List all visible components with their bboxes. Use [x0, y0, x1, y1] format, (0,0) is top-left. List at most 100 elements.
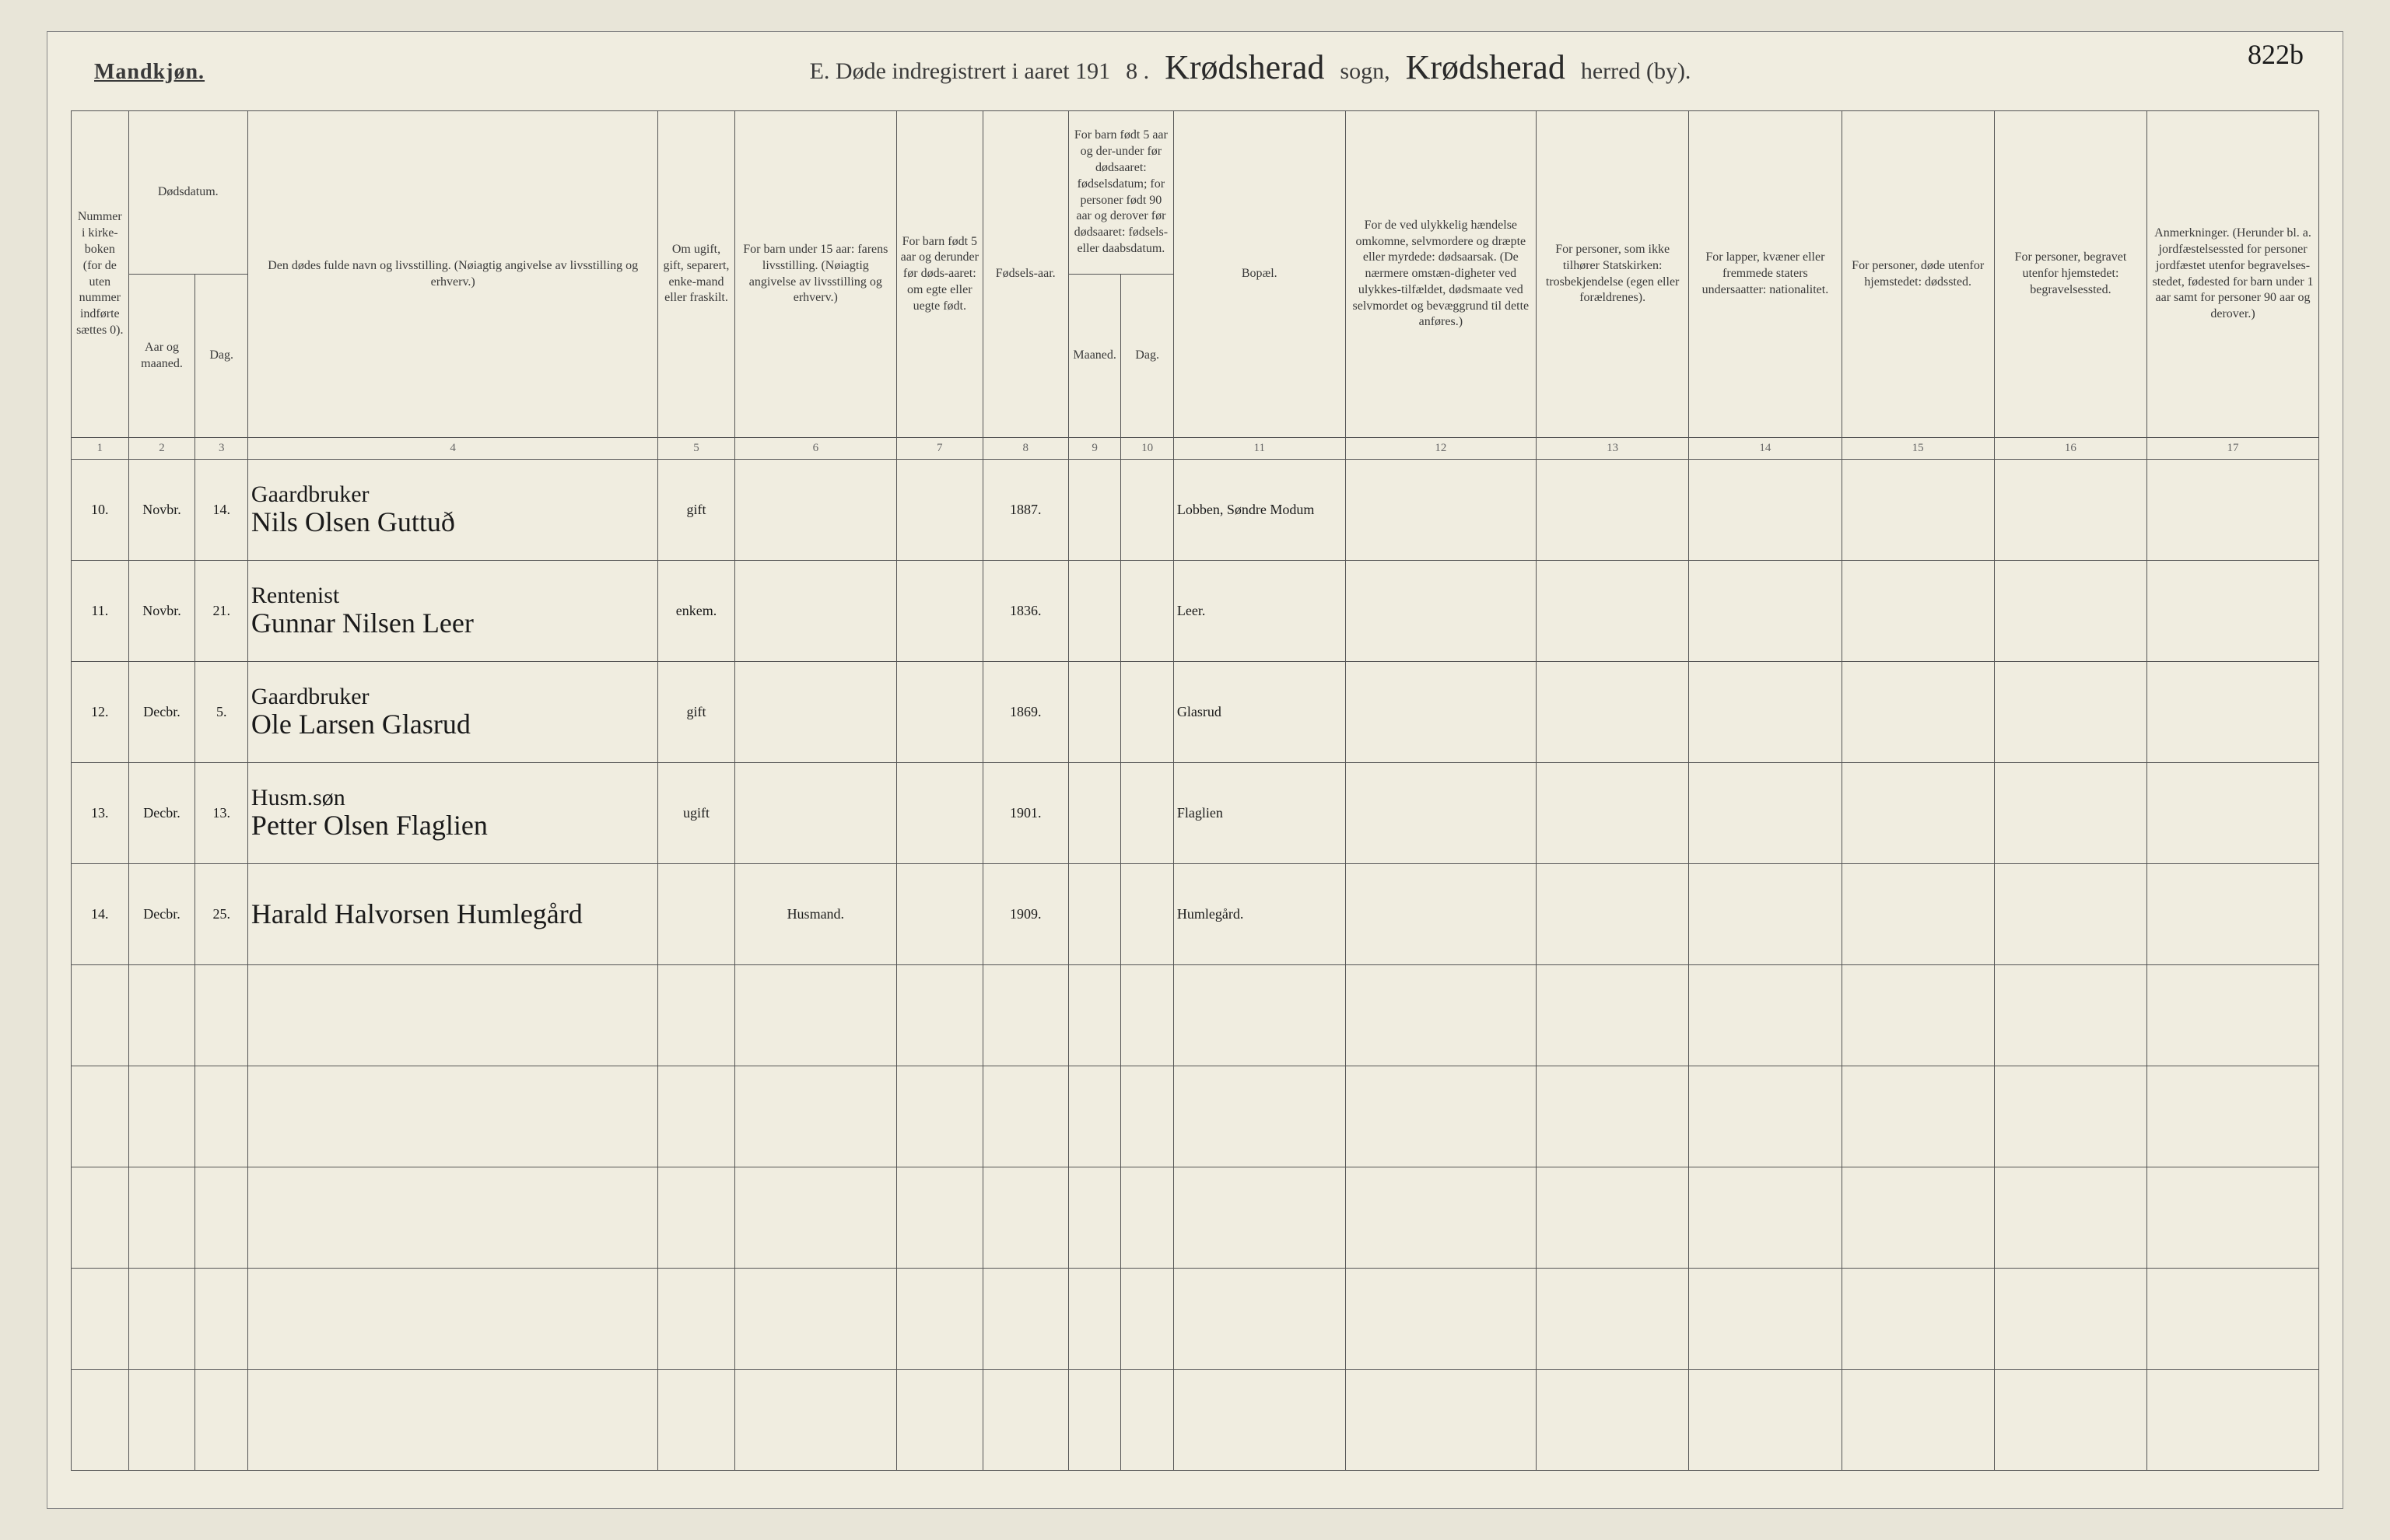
cell-empty	[983, 1370, 1068, 1471]
cell-name: Harald Halvorsen Humlegård	[247, 864, 658, 965]
cell-empty	[128, 965, 195, 1066]
cell-empty	[1994, 1370, 2146, 1471]
cell-status: gift	[658, 460, 734, 561]
col-header-birthdate-top: For barn født 5 aar og der-under før død…	[1068, 111, 1173, 275]
table-row: 14.Decbr.25.Harald Halvorsen HumlegårdHu…	[72, 864, 2319, 965]
cell-empty	[1994, 1269, 2146, 1370]
colnum: 14	[1689, 438, 1842, 460]
cell-birthday	[1121, 561, 1173, 662]
cell-empty	[128, 1066, 195, 1167]
cell-empty	[1068, 1066, 1120, 1167]
table-row: 12.Decbr.5.GaardbrukerOle Larsen Glasrud…	[72, 662, 2319, 763]
table-row	[72, 1269, 2319, 1370]
cell-empty	[734, 965, 897, 1066]
cell-empty	[2147, 763, 2319, 864]
col-header-13: For personer, som ikke tilhører Statskir…	[1537, 111, 1689, 438]
cell-empty	[1173, 1167, 1345, 1269]
cell-empty	[897, 1066, 983, 1167]
cell-empty	[1068, 965, 1120, 1066]
cell-empty	[1345, 561, 1536, 662]
col-header-12: For de ved ulykkelig hændelse omkomne, s…	[1345, 111, 1536, 438]
cell-empty	[897, 1167, 983, 1269]
cell-number: 12.	[72, 662, 129, 763]
cell-number: 11.	[72, 561, 129, 662]
cell-empty	[195, 965, 247, 1066]
cell-name: GaardbrukerOle Larsen Glasrud	[247, 662, 658, 763]
cell-month: Novbr.	[128, 561, 195, 662]
cell-empty	[195, 1370, 247, 1471]
cell-empty	[734, 1066, 897, 1167]
cell-empty	[128, 1167, 195, 1269]
cell-month: Decbr.	[128, 662, 195, 763]
cell-empty	[1994, 763, 2146, 864]
cell-empty	[1689, 965, 1842, 1066]
cell-birthday	[1121, 763, 1173, 864]
district-name: Krødsherad	[1406, 47, 1565, 87]
cell-parent-occupation: Husmand.	[734, 864, 897, 965]
cell-legitimacy	[897, 561, 983, 662]
col-header-11: Bopæl.	[1173, 111, 1345, 438]
table-row: 11.Novbr.21.RentenistGunnar Nilsen Leere…	[72, 561, 2319, 662]
cell-birthmonth	[1068, 864, 1120, 965]
cell-birthyear: 1909.	[983, 864, 1068, 965]
colnum: 17	[2147, 438, 2319, 460]
col-header-7: For barn født 5 aar og derunder før døds…	[897, 111, 983, 438]
colnum: 16	[1994, 438, 2146, 460]
cell-empty	[1537, 864, 1689, 965]
page-header: Mandkjøn. E. Døde indregistrert i aaret …	[71, 47, 2319, 87]
colnum: 5	[658, 438, 734, 460]
cell-empty	[1689, 662, 1842, 763]
cell-day: 25.	[195, 864, 247, 965]
cell-empty	[1068, 1269, 1120, 1370]
cell-name: Husm.sønPetter Olsen Flaglien	[247, 763, 658, 864]
cell-parent-occupation	[734, 561, 897, 662]
cell-birthyear: 1887.	[983, 460, 1068, 561]
cell-empty	[1537, 460, 1689, 561]
col-header-2: Aar og maaned.	[128, 275, 195, 438]
page-number: 822b	[2248, 40, 2304, 71]
cell-empty	[2147, 1370, 2319, 1471]
cell-empty	[734, 1370, 897, 1471]
cell-empty	[1842, 662, 1994, 763]
cell-empty	[195, 1167, 247, 1269]
cell-empty	[734, 1167, 897, 1269]
cell-empty	[1994, 1167, 2146, 1269]
col-header-date-top: Dødsdatum.	[128, 111, 247, 275]
col-header-16: For personer, begravet utenfor hjemstede…	[1994, 111, 2146, 438]
cell-empty	[1689, 561, 1842, 662]
cell-empty	[1173, 1269, 1345, 1370]
colnum: 12	[1345, 438, 1536, 460]
table-row	[72, 965, 2319, 1066]
cell-empty	[1842, 1167, 1994, 1269]
cell-empty	[1345, 662, 1536, 763]
col-header-14: For lapper, kvæner eller fremmede stater…	[1689, 111, 1842, 438]
cell-empty	[658, 965, 734, 1066]
cell-empty	[2147, 965, 2319, 1066]
cell-empty	[2147, 1269, 2319, 1370]
table-row	[72, 1370, 2319, 1471]
cell-empty	[2147, 662, 2319, 763]
colnum: 9	[1068, 438, 1120, 460]
colnum: 11	[1173, 438, 1345, 460]
cell-month: Decbr.	[128, 864, 195, 965]
cell-birthmonth	[1068, 763, 1120, 864]
cell-empty	[128, 1269, 195, 1370]
cell-empty	[1173, 1066, 1345, 1167]
cell-empty	[247, 1269, 658, 1370]
colnum: 6	[734, 438, 897, 460]
cell-empty	[247, 1167, 658, 1269]
cell-legitimacy	[897, 763, 983, 864]
cell-empty	[1842, 965, 1994, 1066]
cell-status	[658, 864, 734, 965]
cell-empty	[72, 1066, 129, 1167]
cell-empty	[2147, 1167, 2319, 1269]
cell-empty	[195, 1066, 247, 1167]
cell-number: 10.	[72, 460, 129, 561]
cell-empty	[897, 965, 983, 1066]
cell-empty	[897, 1269, 983, 1370]
colnum: 7	[897, 438, 983, 460]
cell-empty	[1689, 1066, 1842, 1167]
colnum: 3	[195, 438, 247, 460]
col-header-10: Dag.	[1121, 275, 1173, 438]
cell-empty	[1994, 965, 2146, 1066]
